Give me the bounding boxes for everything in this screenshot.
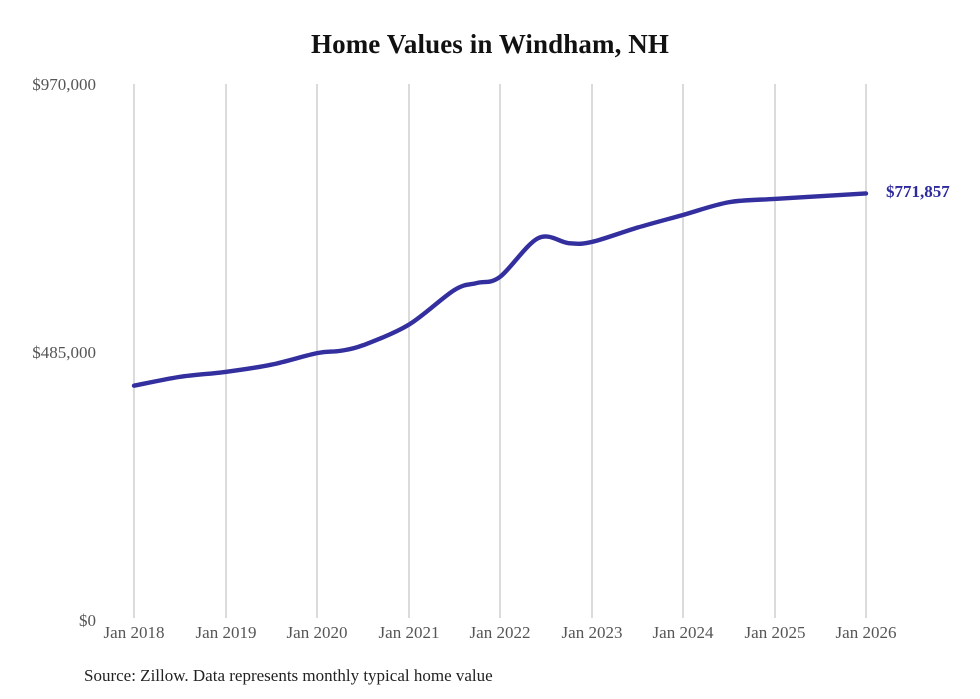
x-axis-tick-label-jan-2023: Jan 2023 [561,623,623,642]
x-axis-tick-label-jan-2019: Jan 2019 [195,623,257,642]
x-axis-tick-label-jan-2021: Jan 2021 [378,623,440,642]
y-axis-tick-label-mid: $485,000 [32,343,96,362]
x-axis-tick-label-jan-2020: Jan 2020 [286,623,348,642]
x-axis-tick-label-jan-2026: Jan 2026 [835,623,897,642]
chart-title: Home Values in Windham, NH [311,29,669,59]
source-note: Source: Zillow. Data represents monthly … [84,666,493,685]
x-axis-tick-label-jan-2024: Jan 2024 [652,623,714,642]
x-axis-tick-label-jan-2018: Jan 2018 [103,623,165,642]
y-axis-tick-label-top: $970,000 [32,75,96,94]
end-value-annotation: $771,857 [886,182,950,202]
gridlines [133,84,867,618]
x-axis-tick-label-jan-2025: Jan 2025 [744,623,806,642]
x-axis-tick-label-jan-2022: Jan 2022 [469,623,531,642]
y-axis-tick-label-zero: $0 [79,611,96,630]
home-value-trend-line [131,191,869,388]
